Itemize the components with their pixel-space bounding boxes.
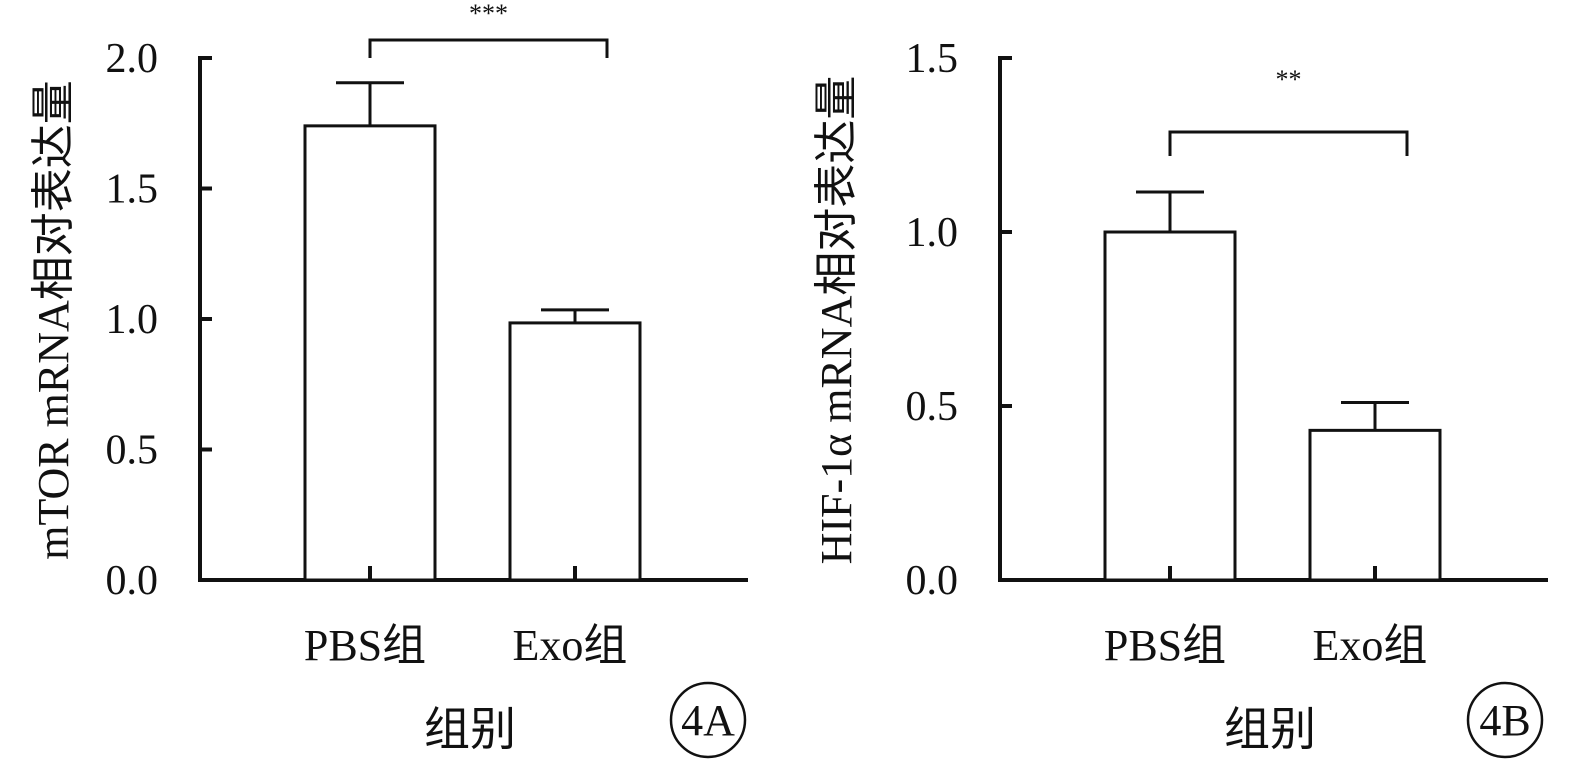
y-tick-label: 0.0 — [906, 558, 959, 604]
bar-1 — [303, 124, 437, 582]
chart-panel-2: 0.0 0.5 1.0 1.5 PBS组 Exo组 ** HIF-1α mRNA相对表达量组别… — [812, 36, 1548, 759]
y-tick-label: 0.5 — [906, 384, 959, 430]
y-tick-label: 0.5 — [106, 428, 159, 474]
significance-bracket — [1168, 130, 1409, 156]
significance-label: *** — [469, 0, 508, 28]
significance-bracket — [368, 38, 609, 58]
x-axis-title: 组别 — [424, 704, 516, 755]
bar-2 — [508, 321, 642, 582]
bar-2 — [1308, 428, 1442, 582]
category-label: Exo组 — [513, 621, 628, 670]
category-label: PBS组 — [304, 621, 426, 670]
panel-label-circle — [1466, 681, 1544, 759]
panel-label: 4B — [1479, 696, 1530, 745]
y-tick-label: 1.0 — [106, 297, 159, 343]
y-tick-label: 2.0 — [106, 36, 159, 82]
panel-label-circle — [669, 681, 747, 759]
category-label: Exo组 — [1313, 621, 1428, 670]
significance-label: ** — [1276, 65, 1302, 94]
y-tick-label: 1.5 — [906, 36, 959, 82]
y-tick-label: 1.5 — [106, 167, 159, 213]
panel-label: 4A — [681, 696, 735, 745]
y-axis-title: HIF-1α mRNA相对表达量 — [812, 76, 861, 565]
y-tick-label: 0.0 — [106, 558, 159, 604]
x-axis-title: 组别 — [1224, 704, 1316, 755]
bar-1 — [1103, 230, 1237, 582]
y-tick-label: 1.0 — [906, 210, 959, 256]
category-label: PBS组 — [1104, 621, 1226, 670]
chart-panel-1: 0.0 0.5 1.0 1.5 2.0 PBS组 Exo组 *** mTOR mRNA相对表达量… — [29, 0, 748, 759]
y-axis-title: mTOR mRNA相对表达量 — [29, 80, 78, 560]
